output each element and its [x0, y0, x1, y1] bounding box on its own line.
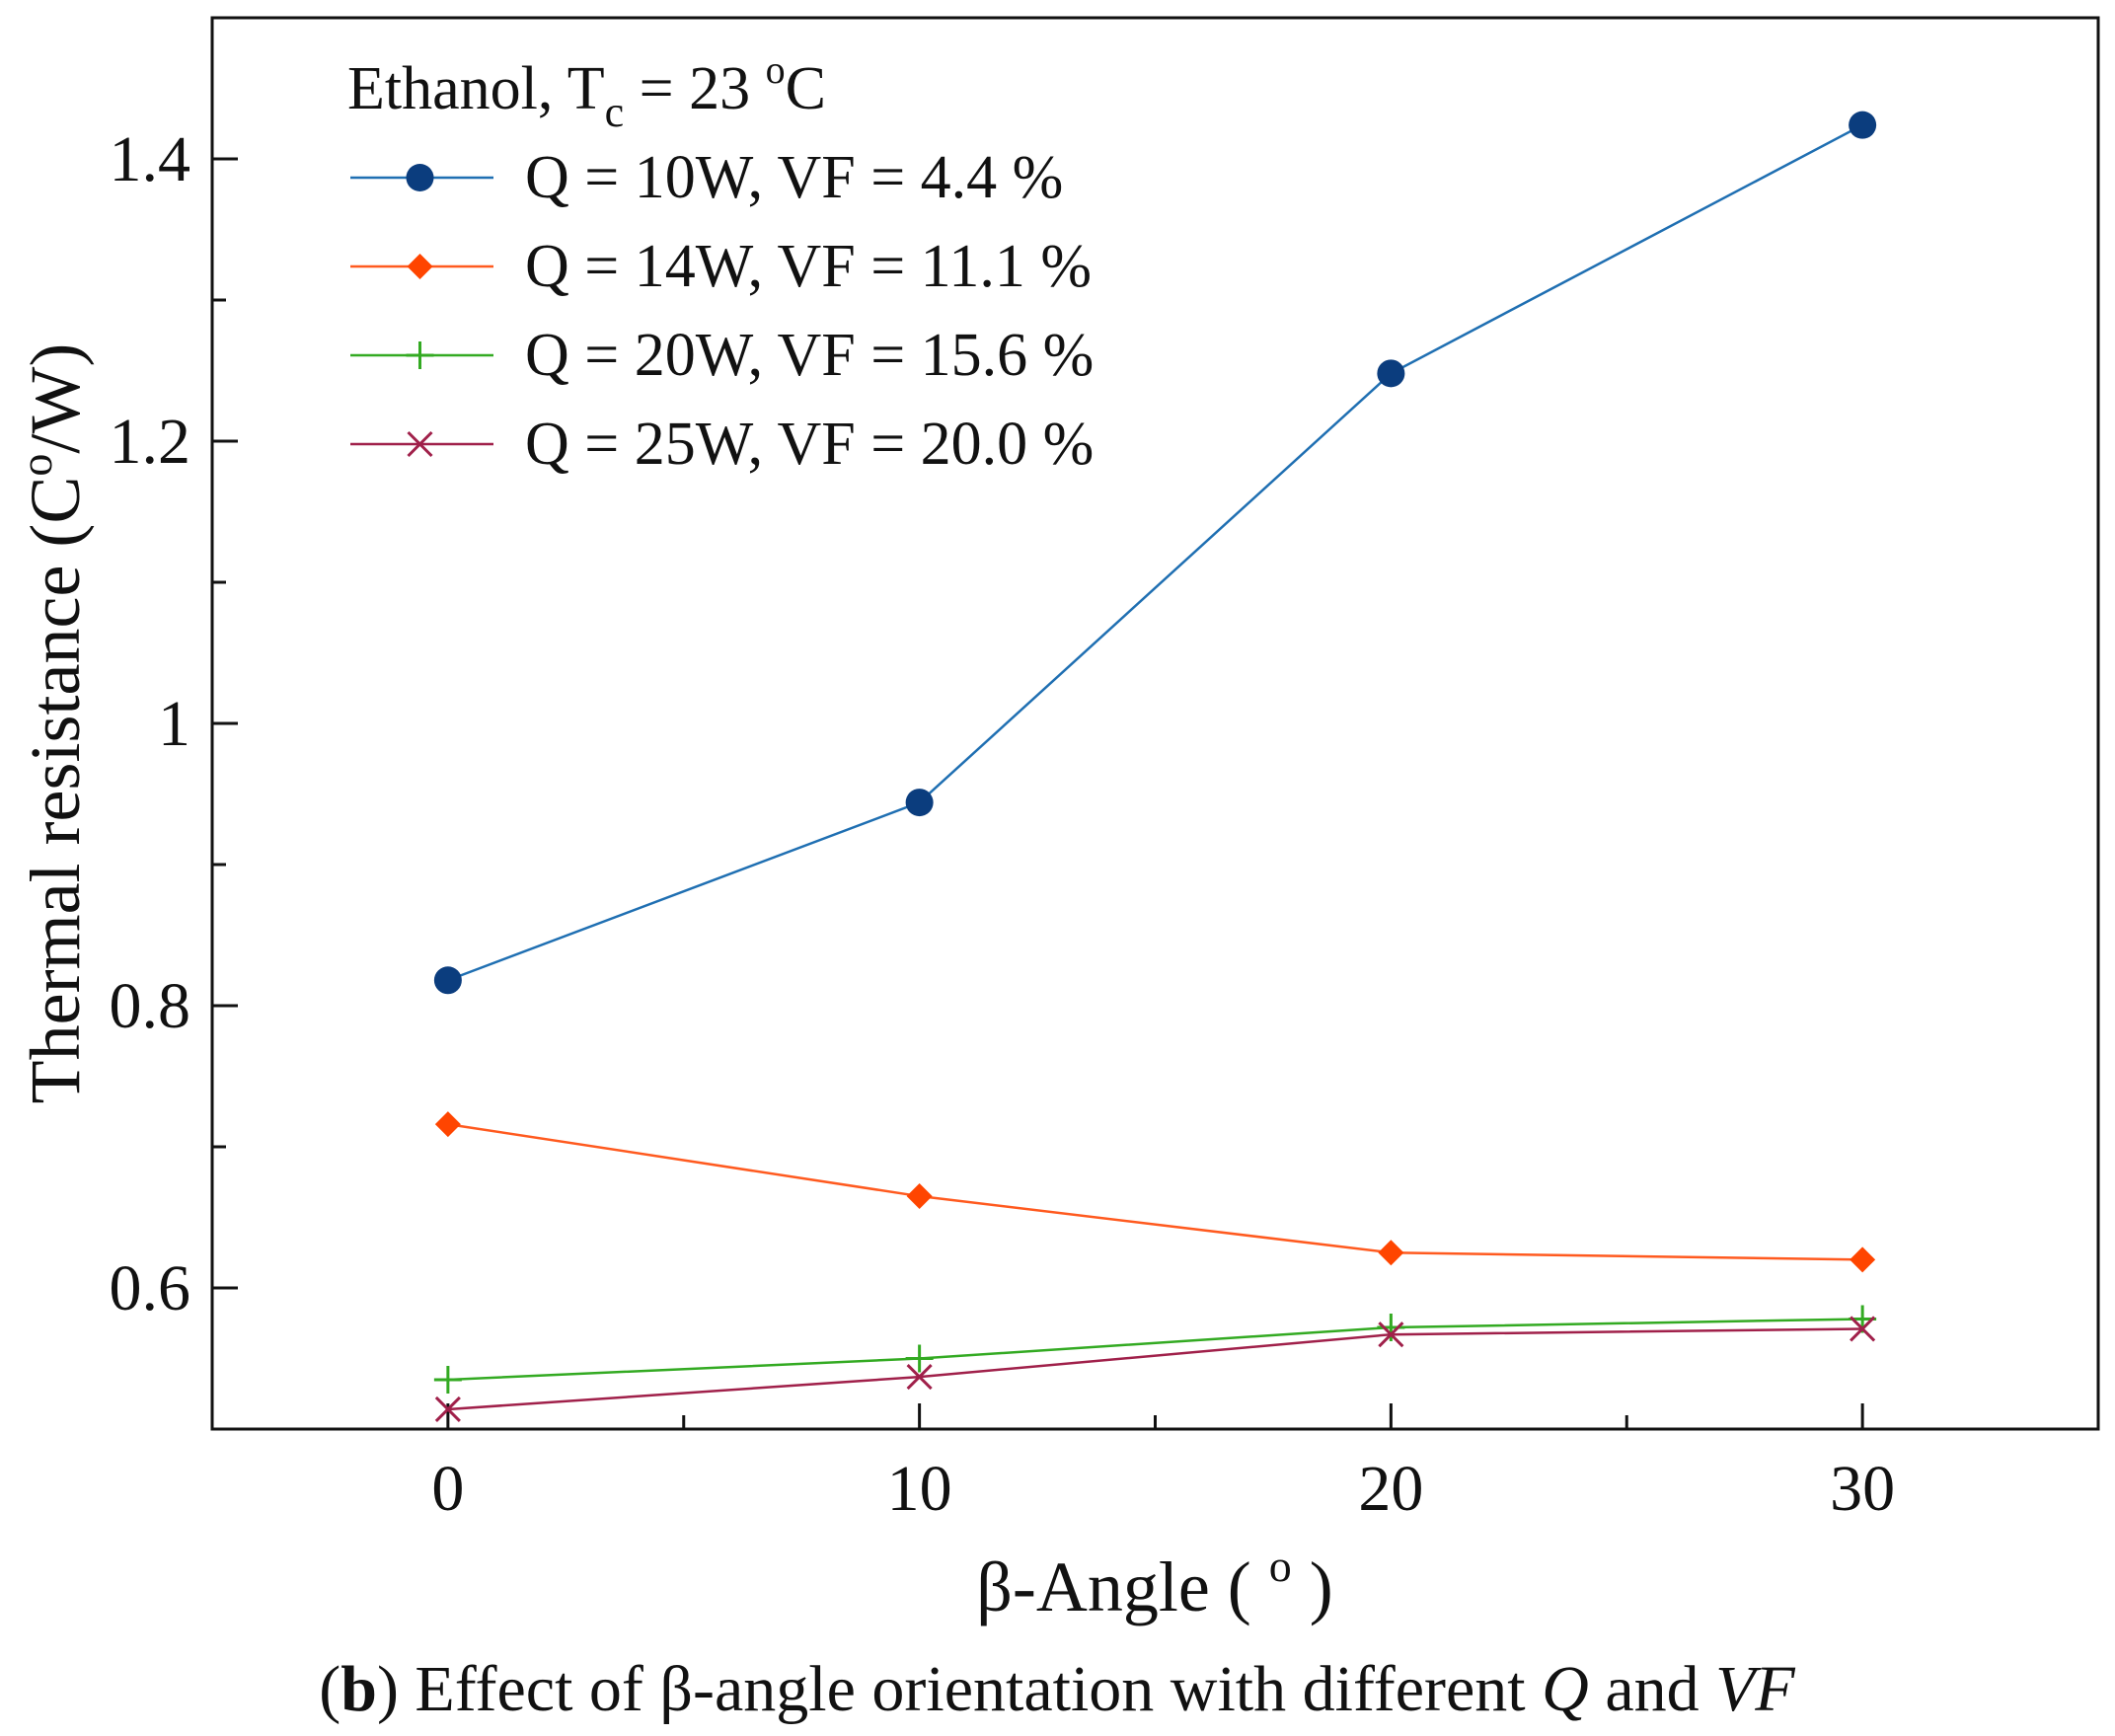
x-axis-ticks: 0 10 20 30 — [431, 1403, 1895, 1525]
legend-label: Q = 25W, VF = 20.0 % — [525, 411, 1094, 478]
series-line — [447, 1318, 1863, 1382]
y-tick-label: 1.2 — [110, 406, 191, 478]
data-point — [905, 1344, 934, 1373]
series-2 — [434, 1111, 1876, 1273]
data-point — [1378, 1240, 1404, 1266]
data-point — [1377, 1314, 1405, 1342]
data-point — [434, 1111, 461, 1138]
data-point — [905, 789, 934, 817]
data-point — [906, 1364, 933, 1391]
plot-frame — [210, 16, 2100, 1431]
legend-entry: Q = 14W, VF = 11.1 % — [350, 233, 1092, 300]
legend-entries: Q = 10W, VF = 4.4 % Q = 14W, VF = 11.1 % Q… — [350, 144, 1094, 478]
data-point — [906, 1183, 933, 1210]
legend-entry: Q = 25W, VF = 20.0 % — [350, 411, 1094, 478]
data-point — [434, 1396, 461, 1423]
series-1 — [433, 111, 1877, 995]
y-axis-ticks: 0.6 0.8 1 1.2 1.4 — [110, 123, 238, 1324]
legend-label: Q = 14W, VF = 11.1 % — [525, 233, 1092, 300]
y-tick-label: 0.8 — [110, 970, 191, 1042]
legend-entry: Q = 20W, VF = 15.6 % — [350, 322, 1094, 389]
legend-marker — [406, 164, 434, 191]
data-point — [1850, 1246, 1876, 1273]
series-line — [447, 123, 1863, 982]
series-3 — [433, 1305, 1877, 1394]
figure-caption: (b) Effect of β-angle orientation with d… — [319, 1653, 1795, 1725]
legend: Ethanol, Tc = 23 oC Q = 10W, VF = 4.4 %Q… — [347, 47, 1094, 478]
y-tick-label: 0.6 — [110, 1252, 191, 1324]
data-point — [1378, 1321, 1404, 1348]
legend-title: Ethanol, Tc = 23 oC — [347, 47, 826, 136]
data-point — [1850, 1316, 1876, 1342]
x-tick-label: 20 — [1358, 1453, 1423, 1525]
x-axis-title: β-Angle ( o ) — [976, 1541, 1333, 1626]
y-axis-title: Thermal resistance (Co/W) — [11, 343, 95, 1104]
data-point — [433, 1365, 462, 1394]
series-line — [447, 1327, 1863, 1411]
x-tick-label: 10 — [887, 1453, 952, 1525]
data-point — [433, 966, 462, 995]
legend-marker — [406, 341, 434, 369]
legend-label: Q = 10W, VF = 4.4 % — [525, 144, 1063, 211]
x-tick-label: 0 — [431, 1453, 464, 1525]
y-tick-label: 1.4 — [110, 123, 191, 195]
legend-label: Q = 20W, VF = 15.6 % — [525, 322, 1094, 389]
series-line — [447, 1122, 1863, 1261]
data-point — [1377, 359, 1405, 388]
x-tick-label: 30 — [1830, 1453, 1895, 1525]
legend-entry: Q = 10W, VF = 4.4 % — [350, 144, 1063, 211]
legend-marker — [407, 254, 433, 279]
y-tick-label: 1 — [158, 688, 190, 760]
series-4 — [434, 1316, 1876, 1423]
legend-marker — [407, 430, 433, 458]
series-layer — [433, 111, 1877, 1423]
data-point — [1849, 111, 1877, 139]
